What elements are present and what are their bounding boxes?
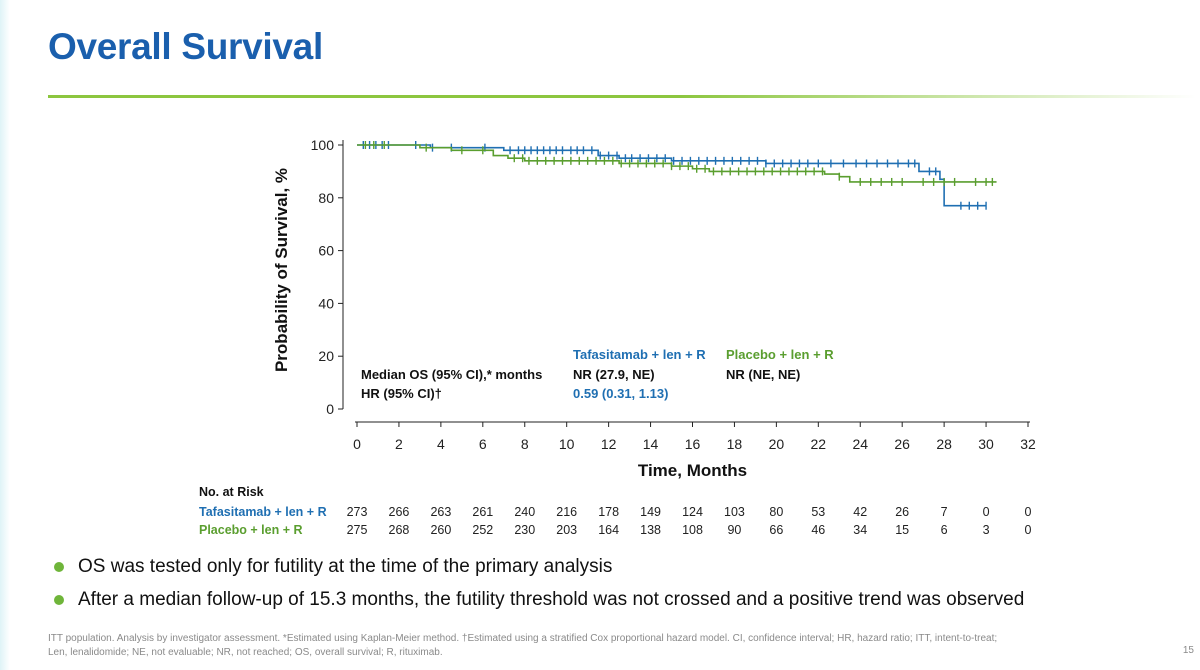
risk-value: 178 bbox=[598, 505, 619, 519]
risk-value: 252 bbox=[472, 523, 493, 537]
risk-value: 261 bbox=[472, 505, 493, 519]
stats-value: NR (NE, NE) bbox=[726, 367, 800, 382]
bullet-dot-icon bbox=[54, 595, 64, 605]
slide-left-band bbox=[0, 0, 10, 670]
x-tick-label: 4 bbox=[437, 436, 445, 452]
x-tick-label: 30 bbox=[978, 436, 994, 452]
risk-value: 90 bbox=[727, 523, 741, 537]
bullet-text: OS was tested only for futility at the t… bbox=[78, 556, 613, 577]
x-tick-label: 20 bbox=[769, 436, 785, 452]
risk-row-label: Tafasitamab + len + R bbox=[199, 505, 327, 519]
risk-value: 149 bbox=[640, 505, 661, 519]
x-tick-label: 24 bbox=[852, 436, 868, 452]
km-curve-tafasitamab bbox=[357, 144, 987, 207]
risk-value: 216 bbox=[556, 505, 577, 519]
risk-table-title: No. at Risk bbox=[199, 485, 264, 499]
footnote-line: ITT population. Analysis by investigator… bbox=[48, 633, 998, 644]
risk-value: 263 bbox=[430, 505, 451, 519]
x-tick-label: 28 bbox=[936, 436, 952, 452]
risk-row-label: Placebo + len + R bbox=[199, 523, 303, 537]
x-tick-label: 22 bbox=[811, 436, 827, 452]
y-axis-label: Probability of Survival, % bbox=[272, 168, 291, 372]
risk-value: 164 bbox=[598, 523, 619, 537]
slide-title: Overall Survival bbox=[48, 26, 323, 67]
y-tick-label: 100 bbox=[311, 137, 335, 153]
risk-value: 34 bbox=[853, 523, 867, 537]
y-tick-label: 60 bbox=[318, 243, 334, 259]
risk-value: 275 bbox=[347, 523, 368, 537]
stats-value: 0.59 (0.31, 1.13) bbox=[573, 386, 668, 401]
risk-value: 268 bbox=[389, 523, 410, 537]
title-divider bbox=[48, 95, 1196, 98]
bullet-item: After a median follow-up of 15.3 months,… bbox=[52, 586, 1024, 619]
bullet-list: OS was tested only for futility at the t… bbox=[52, 553, 1024, 619]
x-tick-label: 32 bbox=[1020, 436, 1036, 452]
stats-column-header: Tafasitamab + len + R bbox=[573, 347, 706, 362]
stats-value: NR (27.9, NE) bbox=[573, 367, 655, 382]
x-tick-label: 8 bbox=[521, 436, 529, 452]
risk-value: 203 bbox=[556, 523, 577, 537]
y-tick-label: 0 bbox=[326, 401, 334, 417]
km-curve-placebo bbox=[357, 144, 997, 183]
x-tick-label: 14 bbox=[643, 436, 659, 452]
risk-value: 138 bbox=[640, 523, 661, 537]
risk-value: 0 bbox=[1025, 523, 1032, 537]
x-tick-label: 6 bbox=[479, 436, 487, 452]
risk-value: 53 bbox=[811, 505, 825, 519]
risk-value: 124 bbox=[682, 505, 703, 519]
x-tick-label: 16 bbox=[685, 436, 701, 452]
risk-value: 46 bbox=[811, 523, 825, 537]
footnote-line: Len, lenalidomide; NE, not evaluable; NR… bbox=[48, 647, 443, 658]
risk-value: 26 bbox=[895, 505, 909, 519]
x-tick-label: 0 bbox=[353, 436, 361, 452]
y-tick-label: 80 bbox=[318, 190, 334, 206]
bullet-item: OS was tested only for futility at the t… bbox=[52, 553, 1024, 586]
risk-value: 230 bbox=[514, 523, 535, 537]
risk-value: 108 bbox=[682, 523, 703, 537]
risk-value: 15 bbox=[895, 523, 909, 537]
y-tick-label: 40 bbox=[318, 295, 334, 311]
risk-value: 80 bbox=[769, 505, 783, 519]
risk-value: 0 bbox=[1025, 505, 1032, 519]
risk-value: 266 bbox=[389, 505, 410, 519]
stats-row-label: HR (95% CI)† bbox=[361, 386, 442, 401]
risk-value: 0 bbox=[983, 505, 990, 519]
risk-value: 7 bbox=[941, 505, 948, 519]
risk-value: 3 bbox=[983, 523, 990, 537]
bullet-dot-icon bbox=[54, 562, 64, 572]
x-tick-label: 10 bbox=[559, 436, 575, 452]
x-tick-label: 2 bbox=[395, 436, 403, 452]
stats-column-header: Placebo + len + R bbox=[726, 347, 834, 362]
risk-value: 42 bbox=[853, 505, 867, 519]
stats-row-label: Median OS (95% CI),* months bbox=[361, 367, 542, 382]
x-axis-label: Time, Months bbox=[638, 461, 747, 480]
risk-value: 66 bbox=[769, 523, 783, 537]
x-tick-label: 12 bbox=[601, 436, 617, 452]
x-tick-label: 18 bbox=[727, 436, 743, 452]
x-tick-label: 26 bbox=[894, 436, 910, 452]
risk-value: 103 bbox=[724, 505, 745, 519]
y-tick-label: 20 bbox=[318, 348, 334, 364]
risk-value: 273 bbox=[347, 505, 368, 519]
risk-value: 240 bbox=[514, 505, 535, 519]
bullet-text: After a median follow-up of 15.3 months,… bbox=[78, 589, 1025, 610]
risk-value: 260 bbox=[430, 523, 451, 537]
footnote: ITT population. Analysis by investigator… bbox=[48, 632, 1158, 660]
risk-value: 6 bbox=[941, 523, 948, 537]
page-number: 15 bbox=[1182, 645, 1194, 656]
